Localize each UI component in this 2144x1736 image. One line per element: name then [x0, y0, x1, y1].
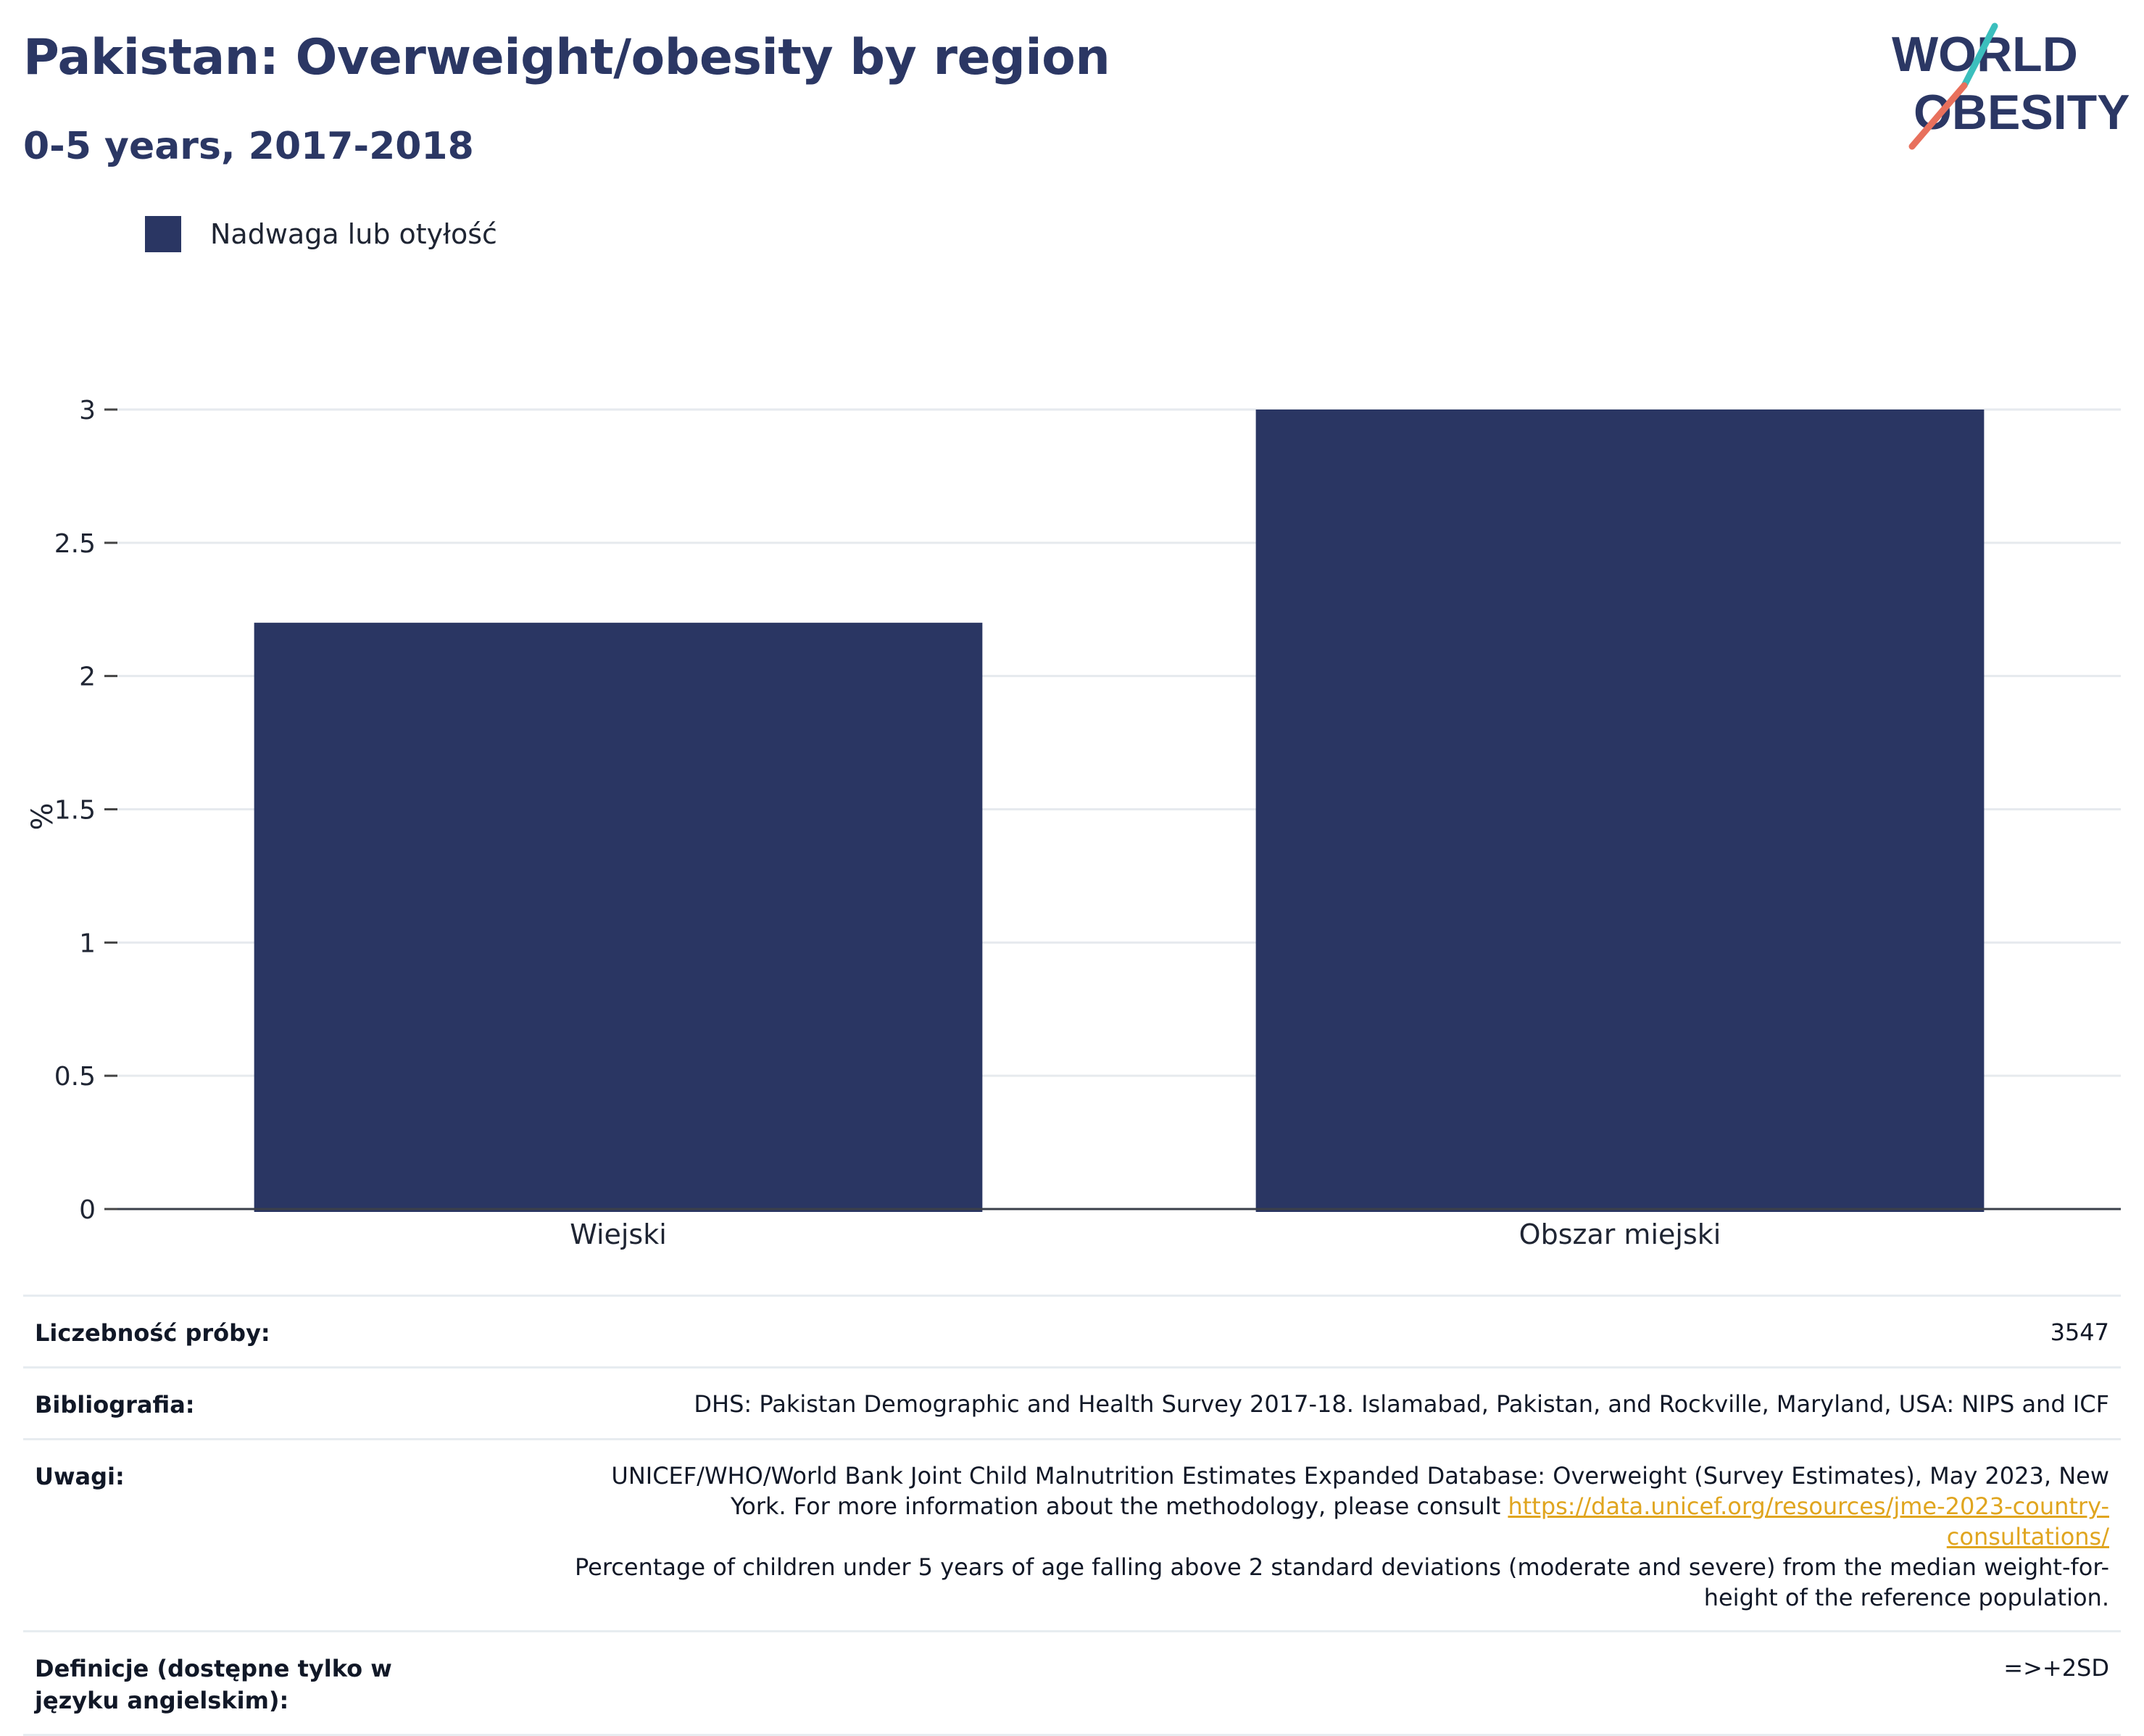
- legend-swatch: [145, 216, 181, 252]
- bar-2: [1255, 410, 1985, 1212]
- logo-line2: OBESITY: [1914, 85, 2130, 140]
- notes-label: Uwagi:: [35, 1463, 125, 1490]
- x-tick-label: Obszar miejski: [1519, 1218, 1721, 1250]
- notes-value: UNICEF/WHO/World Bank Joint Child Malnut…: [573, 1461, 2109, 1613]
- bibliography-label: Bibliografia:: [35, 1391, 195, 1419]
- sample-size-value: 3547: [2050, 1318, 2109, 1346]
- meta-row-bibliography: Bibliografia: DHS: Pakistan Demographic …: [23, 1369, 2121, 1440]
- logo-slash-teal: [1961, 22, 1998, 89]
- x-tick-label: Wiejski: [570, 1218, 667, 1250]
- metadata-table: Liczebność próby: 3547 Bibliografia: DHS…: [23, 1295, 2121, 1736]
- bibliography-value: DHS: Pakistan Demographic and Health Sur…: [694, 1390, 2109, 1418]
- y-tick-label: 0.5: [54, 1062, 96, 1092]
- logo-line1: WORLD: [1892, 27, 2078, 82]
- y-tick-label: 2.5: [54, 529, 96, 559]
- methodology-link[interactable]: https://data.unicef.org/resources/jme-20…: [1508, 1492, 2109, 1550]
- chart-legend: Nadwaga lub otyłość: [145, 216, 497, 252]
- world-obesity-logo: WORLD OBESITY: [1892, 22, 2130, 150]
- y-tick-label: 0: [79, 1195, 96, 1225]
- y-tick-label: 2: [79, 663, 96, 692]
- y-tick-label: 1: [79, 929, 96, 958]
- y-axis-title: %: [26, 802, 59, 830]
- meta-row-definitions: Definicje (dostępne tylko w języku angie…: [23, 1632, 2121, 1736]
- definitions-value: =>+2SD: [2003, 1654, 2109, 1682]
- definitions-label: Definicje (dostępne tylko w języku angie…: [35, 1655, 392, 1714]
- y-tick-label: 3: [79, 396, 96, 425]
- notes-definition-text: Percentage of children under 5 years of …: [575, 1553, 2109, 1611]
- bar-1: [254, 623, 983, 1212]
- logo-slash-coral: [1908, 82, 1968, 150]
- bar-chart: 0 0.5 1 1.5 2 2.5 3% Wiejski Obszar miejski: [26, 396, 2121, 1250]
- sample-size-label: Liczebność próby:: [35, 1319, 270, 1347]
- legend-label: Nadwaga lub otyłość: [210, 218, 497, 250]
- page-subtitle: 0-5 years, 2017-2018: [23, 125, 474, 168]
- y-tick-label: 1.5: [54, 796, 96, 826]
- notes-text: UNICEF/WHO/World Bank Joint Child Malnut…: [611, 1462, 2109, 1520]
- page-title: Pakistan: Overweight/obesity by region: [23, 29, 1110, 86]
- meta-row-sample-size: Liczebność próby: 3547: [23, 1297, 2121, 1369]
- meta-row-notes: Uwagi: UNICEF/WHO/World Bank Joint Child…: [23, 1440, 2121, 1632]
